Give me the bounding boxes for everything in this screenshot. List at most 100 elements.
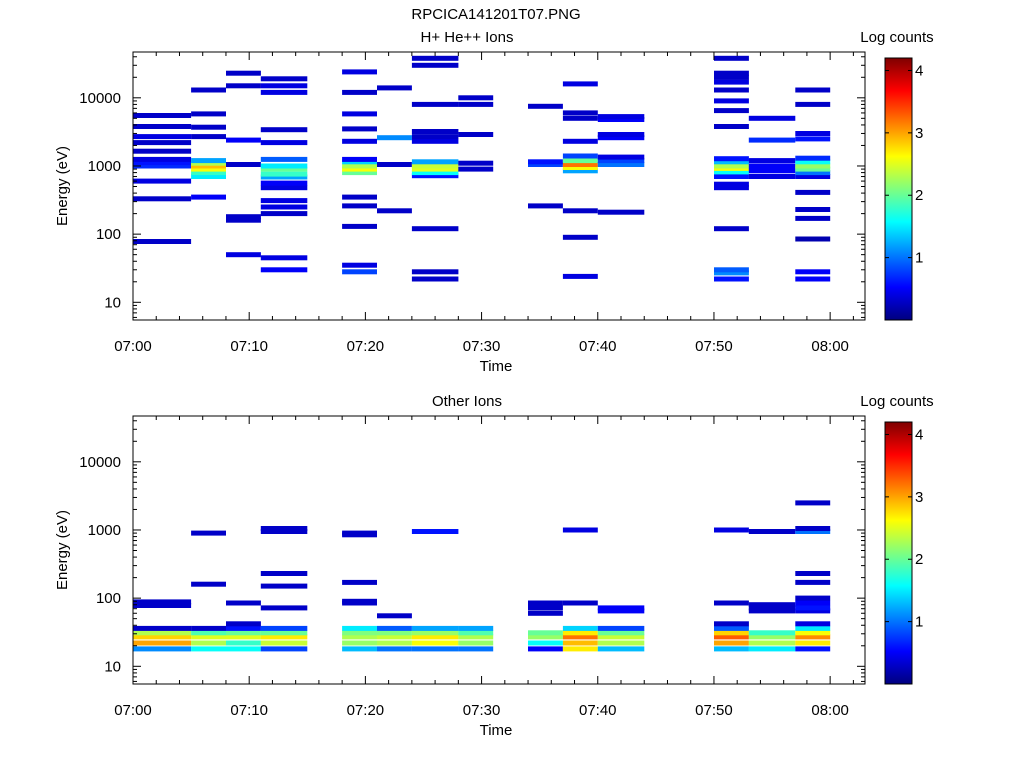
heatmap-cell (191, 124, 226, 130)
heatmap-cell (458, 160, 494, 166)
heatmap-cell (748, 605, 796, 611)
heatmap-cell (377, 162, 412, 167)
x-tick-label: 07:40 (579, 338, 617, 355)
heatmap-cell (795, 276, 831, 282)
x-axis-label: Time (480, 358, 513, 375)
heatmap-cell (133, 134, 192, 140)
heatmap-cell (562, 646, 598, 652)
heatmap-cell (795, 605, 831, 611)
heatmap-cell (226, 634, 261, 640)
y-tick-label: 1000 (88, 158, 121, 175)
colorbar: Log counts 1 2 3 4 (860, 29, 934, 321)
heatmap-cell (191, 158, 226, 164)
heatmap-cell (377, 640, 412, 646)
heatmap-cell (260, 140, 308, 146)
heatmap-cell (260, 634, 308, 640)
file-title: RPCICA141201T07.PNG (411, 6, 580, 23)
heatmap-cell (191, 166, 226, 172)
heatmap-cell (795, 634, 831, 640)
heatmap-cell (342, 194, 377, 200)
heatmap-cell (597, 135, 645, 141)
heatmap-cell (260, 127, 308, 133)
heatmap-cell (597, 634, 645, 640)
x-tick-label: 07:50 (695, 338, 733, 355)
x-tick-label: 07:50 (695, 702, 733, 719)
heatmap-cell (260, 571, 308, 576)
heatmap-cell (795, 87, 831, 93)
y-tick-label: 10000 (79, 454, 121, 471)
heatmap-cell (191, 634, 226, 640)
heatmap-cell (411, 269, 459, 275)
heatmap-cell (562, 625, 598, 631)
heatmap-cell (342, 138, 377, 144)
heatmap-cell (748, 646, 796, 652)
colorbar-tick-label: 4 (915, 426, 923, 443)
heatmap-cell (597, 117, 645, 122)
x-tick-label: 07:40 (579, 702, 617, 719)
heatmap-cell (714, 185, 749, 191)
heatmap-cell (260, 185, 308, 191)
heatmap-cell (795, 101, 831, 107)
heatmap-cell (260, 211, 308, 217)
heatmap-cell (411, 62, 459, 68)
heatmap-cell (411, 170, 459, 176)
colorbar-tick-label: 2 (915, 187, 923, 204)
heatmap-cell (133, 599, 192, 605)
heatmap-cell (562, 527, 598, 533)
heatmap-cell (714, 600, 749, 606)
heatmap-cell (133, 630, 192, 636)
heatmap-cell (342, 646, 377, 652)
heatmap-cell (342, 269, 377, 275)
heatmap-cell (411, 634, 459, 640)
colorbar-tick-label: 1 (915, 250, 923, 267)
heatmap-cell (342, 170, 377, 176)
heatmap-cell (528, 646, 563, 652)
heatmap-cell (411, 529, 459, 534)
heatmap-cell (191, 111, 226, 117)
heatmap-cell (377, 85, 412, 91)
heatmap-cell (191, 87, 226, 93)
heatmap-cell (795, 529, 831, 534)
x-tick-label: 07:30 (463, 702, 501, 719)
heatmap-cell (260, 76, 308, 82)
heatmap-cell (562, 165, 598, 170)
heatmap-cell (795, 640, 831, 646)
heatmap-cell (260, 526, 308, 531)
heatmap-cell (748, 115, 796, 121)
heatmap-cell (342, 630, 377, 636)
heatmap-cell (458, 630, 494, 636)
heatmap-cell (377, 613, 412, 619)
heatmap-cell (342, 530, 377, 536)
y-tick-label: 10 (104, 658, 121, 675)
panel-1: H+ He++ Ions 07:00 07:10 07:20 07:30 07:40 07:… (54, 29, 934, 375)
heatmap-cell (260, 89, 308, 95)
heatmap-cell (342, 69, 377, 75)
heatmap-cell (714, 108, 749, 114)
heatmap-cell (795, 155, 831, 161)
heatmap-cell (260, 198, 308, 204)
heatmap-cell (411, 276, 459, 282)
y-tick-label: 1000 (88, 522, 121, 539)
heatmap-cell (714, 169, 749, 175)
heatmap-cell (748, 174, 796, 179)
heatmap-cell (133, 603, 192, 608)
heatmap-cell (226, 83, 261, 89)
heatmap-cell (528, 600, 563, 606)
panel-title: Other Ions (432, 393, 502, 410)
heatmap-cell (133, 156, 192, 162)
heatmap-cell (562, 162, 598, 167)
heatmap-cell (714, 625, 749, 631)
heatmap-cell (795, 166, 831, 172)
heatmap-cell (562, 115, 598, 121)
heatmap-cell (133, 160, 192, 166)
y-tick-label: 10000 (79, 90, 121, 107)
colorbar-gradient (884, 421, 913, 685)
heatmap-cell (458, 634, 494, 640)
heatmap-cell (342, 579, 377, 585)
heatmap-cell (377, 634, 412, 640)
heatmap-cell (226, 630, 261, 636)
heatmap-cell (260, 625, 308, 631)
heatmap-cell (795, 630, 831, 636)
colorbar-tick-label: 4 (915, 62, 923, 79)
heatmap-cell (226, 137, 261, 143)
